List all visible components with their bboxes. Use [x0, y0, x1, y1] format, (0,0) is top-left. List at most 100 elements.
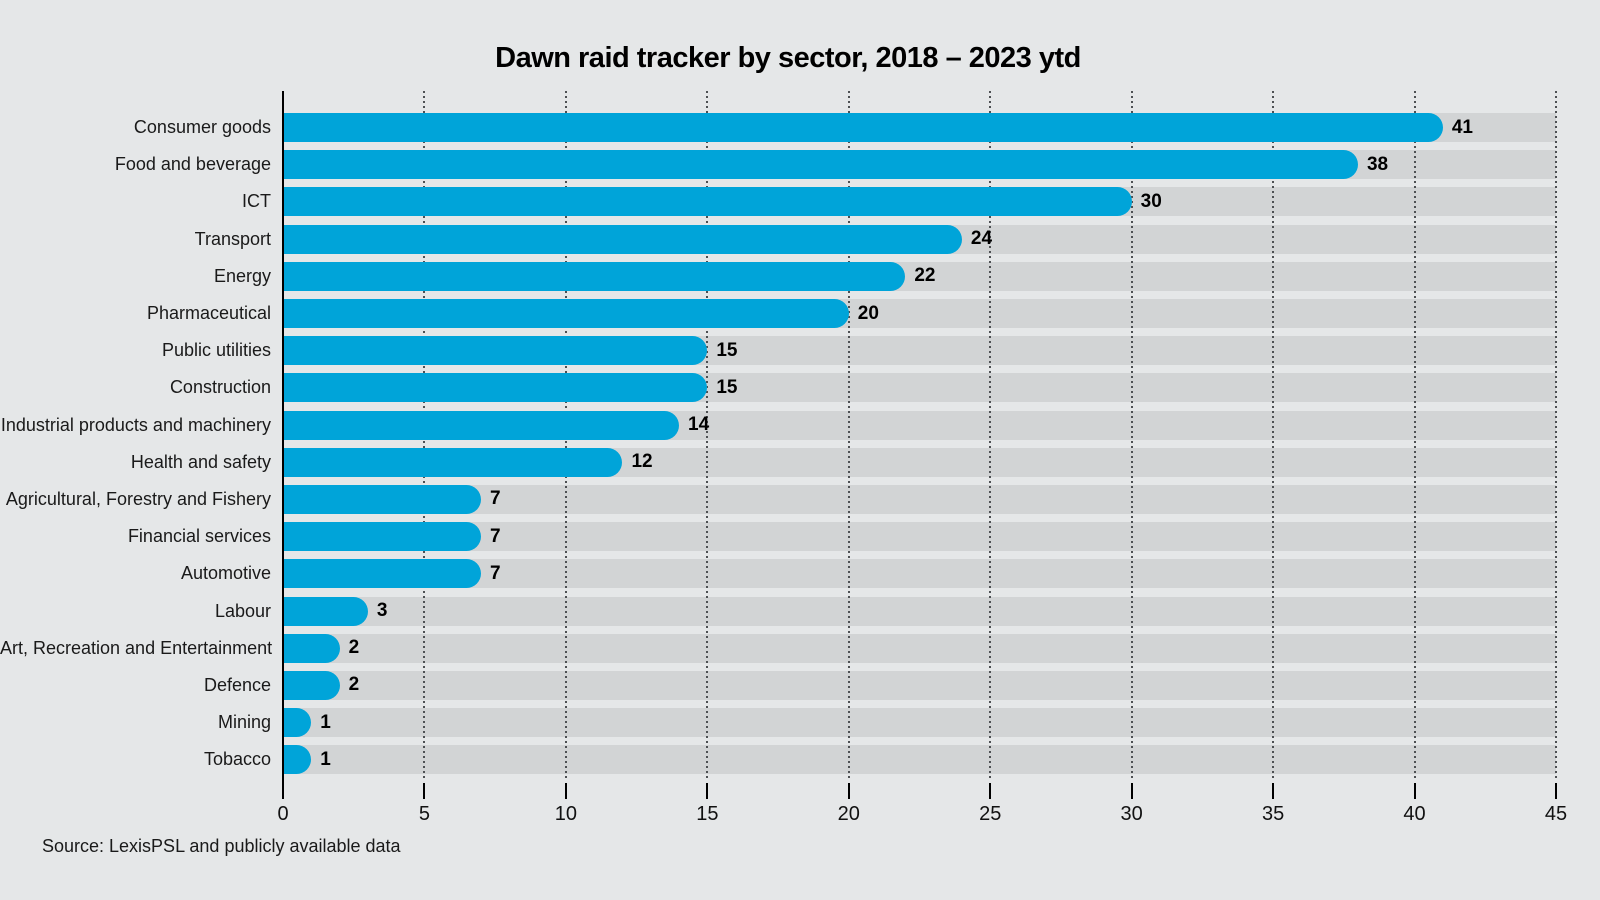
bar-track-zone: 1	[283, 745, 1556, 775]
category-label: Industrial products and machinery	[0, 414, 271, 435]
bar-track	[283, 596, 1556, 626]
bar-row: Tobacco 1	[0, 741, 1556, 778]
bar-track-zone: 15	[283, 373, 1556, 403]
bar-track	[283, 559, 1556, 589]
gridline	[989, 91, 992, 780]
value-label: 30	[1140, 190, 1162, 212]
bar-track-zone: 22	[283, 261, 1556, 291]
value-label: 1	[320, 748, 331, 770]
bar-row: Food and beverage 38	[0, 146, 1556, 183]
category-label: Mining	[217, 712, 271, 733]
category-label: Consumer goods	[133, 117, 271, 138]
bar-track-zone: 41	[283, 113, 1556, 143]
bar-row: ICT 30	[0, 183, 1556, 220]
bar-row: Art, Recreation and Entertainment 2	[0, 630, 1556, 667]
category-label: Health and safety	[130, 451, 271, 472]
bar-row: Mining 1	[0, 704, 1556, 741]
category-label: Automotive	[180, 563, 271, 584]
y-axis-line	[282, 91, 284, 799]
value-label: 12	[631, 451, 653, 473]
bar-track	[283, 745, 1556, 775]
axis-tick	[1413, 783, 1416, 799]
category-label: Food and beverage	[114, 154, 271, 175]
axis-tick	[423, 783, 426, 799]
category-label: Agricultural, Forestry and Fishery	[5, 488, 271, 509]
gridline	[1272, 91, 1275, 780]
gridline	[706, 91, 709, 780]
bar	[283, 410, 680, 440]
bar	[283, 670, 340, 700]
axis-tick	[706, 783, 709, 799]
axis-tick-label: 20	[837, 803, 860, 825]
bar	[283, 522, 482, 552]
bar-track-zone: 20	[283, 299, 1556, 329]
value-label: 1	[320, 711, 331, 733]
value-label: 38	[1366, 153, 1389, 175]
bar	[283, 633, 340, 663]
value-label: 22	[914, 265, 936, 287]
bar-row: Consumer goods 41	[0, 109, 1556, 146]
bar-track-zone: 1	[283, 708, 1556, 738]
axis-tick	[847, 783, 850, 799]
axis-tick-label: 30	[1120, 803, 1143, 825]
category-label: Public utilities	[161, 340, 271, 361]
bar-track-zone: 3	[283, 596, 1556, 626]
category-label: Tobacco	[203, 749, 271, 770]
value-label: 15	[716, 376, 738, 398]
bar	[283, 559, 482, 589]
value-label: 7	[490, 525, 501, 547]
bar-track-zone: 2	[283, 633, 1556, 663]
axis-tick-label: 10	[554, 803, 577, 825]
category-label: Energy	[213, 265, 271, 286]
bar	[283, 745, 312, 775]
bar-track-zone: 38	[283, 150, 1556, 180]
category-label: Defence	[203, 674, 271, 695]
category-label: Pharmaceutical	[146, 303, 271, 324]
bar-track	[283, 522, 1556, 552]
category-label: Financial services	[127, 526, 271, 547]
value-label: 24	[970, 228, 993, 250]
bar	[283, 261, 906, 291]
value-label: 3	[376, 600, 388, 622]
category-label: Labour	[214, 600, 271, 621]
bar-track-zone: 7	[283, 484, 1556, 514]
axis-tick-label: 15	[696, 803, 719, 825]
axis-tick-label: 0	[277, 803, 289, 825]
bar	[283, 336, 708, 366]
bar-row: Labour 3	[0, 592, 1556, 629]
bar-row: Construction 15	[0, 369, 1556, 406]
bar	[283, 596, 368, 626]
category-label: Transport	[194, 228, 271, 249]
bar-row: Pharmaceutical 20	[0, 295, 1556, 332]
bar	[283, 447, 623, 477]
axis-tick-label: 45	[1544, 803, 1568, 825]
gridline	[1555, 91, 1557, 780]
chart-title: Dawn raid tracker by sector, 2018 – 2023…	[495, 42, 1081, 74]
bar-track	[283, 670, 1556, 700]
gridline	[1413, 91, 1416, 780]
bar-row: Public utilities 15	[0, 332, 1556, 369]
bar-row: Financial services 7	[0, 518, 1556, 555]
bar	[283, 484, 482, 514]
gridline	[847, 91, 850, 780]
bar-track	[283, 633, 1556, 663]
axis-tick	[1555, 783, 1557, 799]
source-note: Source: LexisPSL and publicly available …	[42, 836, 401, 856]
bar-track	[283, 484, 1556, 514]
category-label: ICT	[242, 191, 271, 212]
bar-track-zone: 30	[283, 187, 1556, 217]
bar-row: Industrial products and machinery 14	[0, 407, 1556, 444]
axis-tick-label: 25	[979, 803, 1002, 825]
bar-row: Energy 22	[0, 258, 1556, 295]
bar-track-zone: 14	[283, 410, 1556, 440]
bar-row: Defence 2	[0, 667, 1556, 704]
axis-tick	[564, 783, 567, 799]
axis-tick	[1130, 783, 1133, 799]
value-label: 41	[1451, 116, 1473, 138]
value-label: 2	[348, 637, 360, 659]
category-label: Art, Recreation and Entertainment	[0, 637, 273, 658]
category-label: Construction	[169, 377, 271, 398]
bar	[283, 113, 1443, 143]
value-label: 14	[688, 414, 710, 436]
